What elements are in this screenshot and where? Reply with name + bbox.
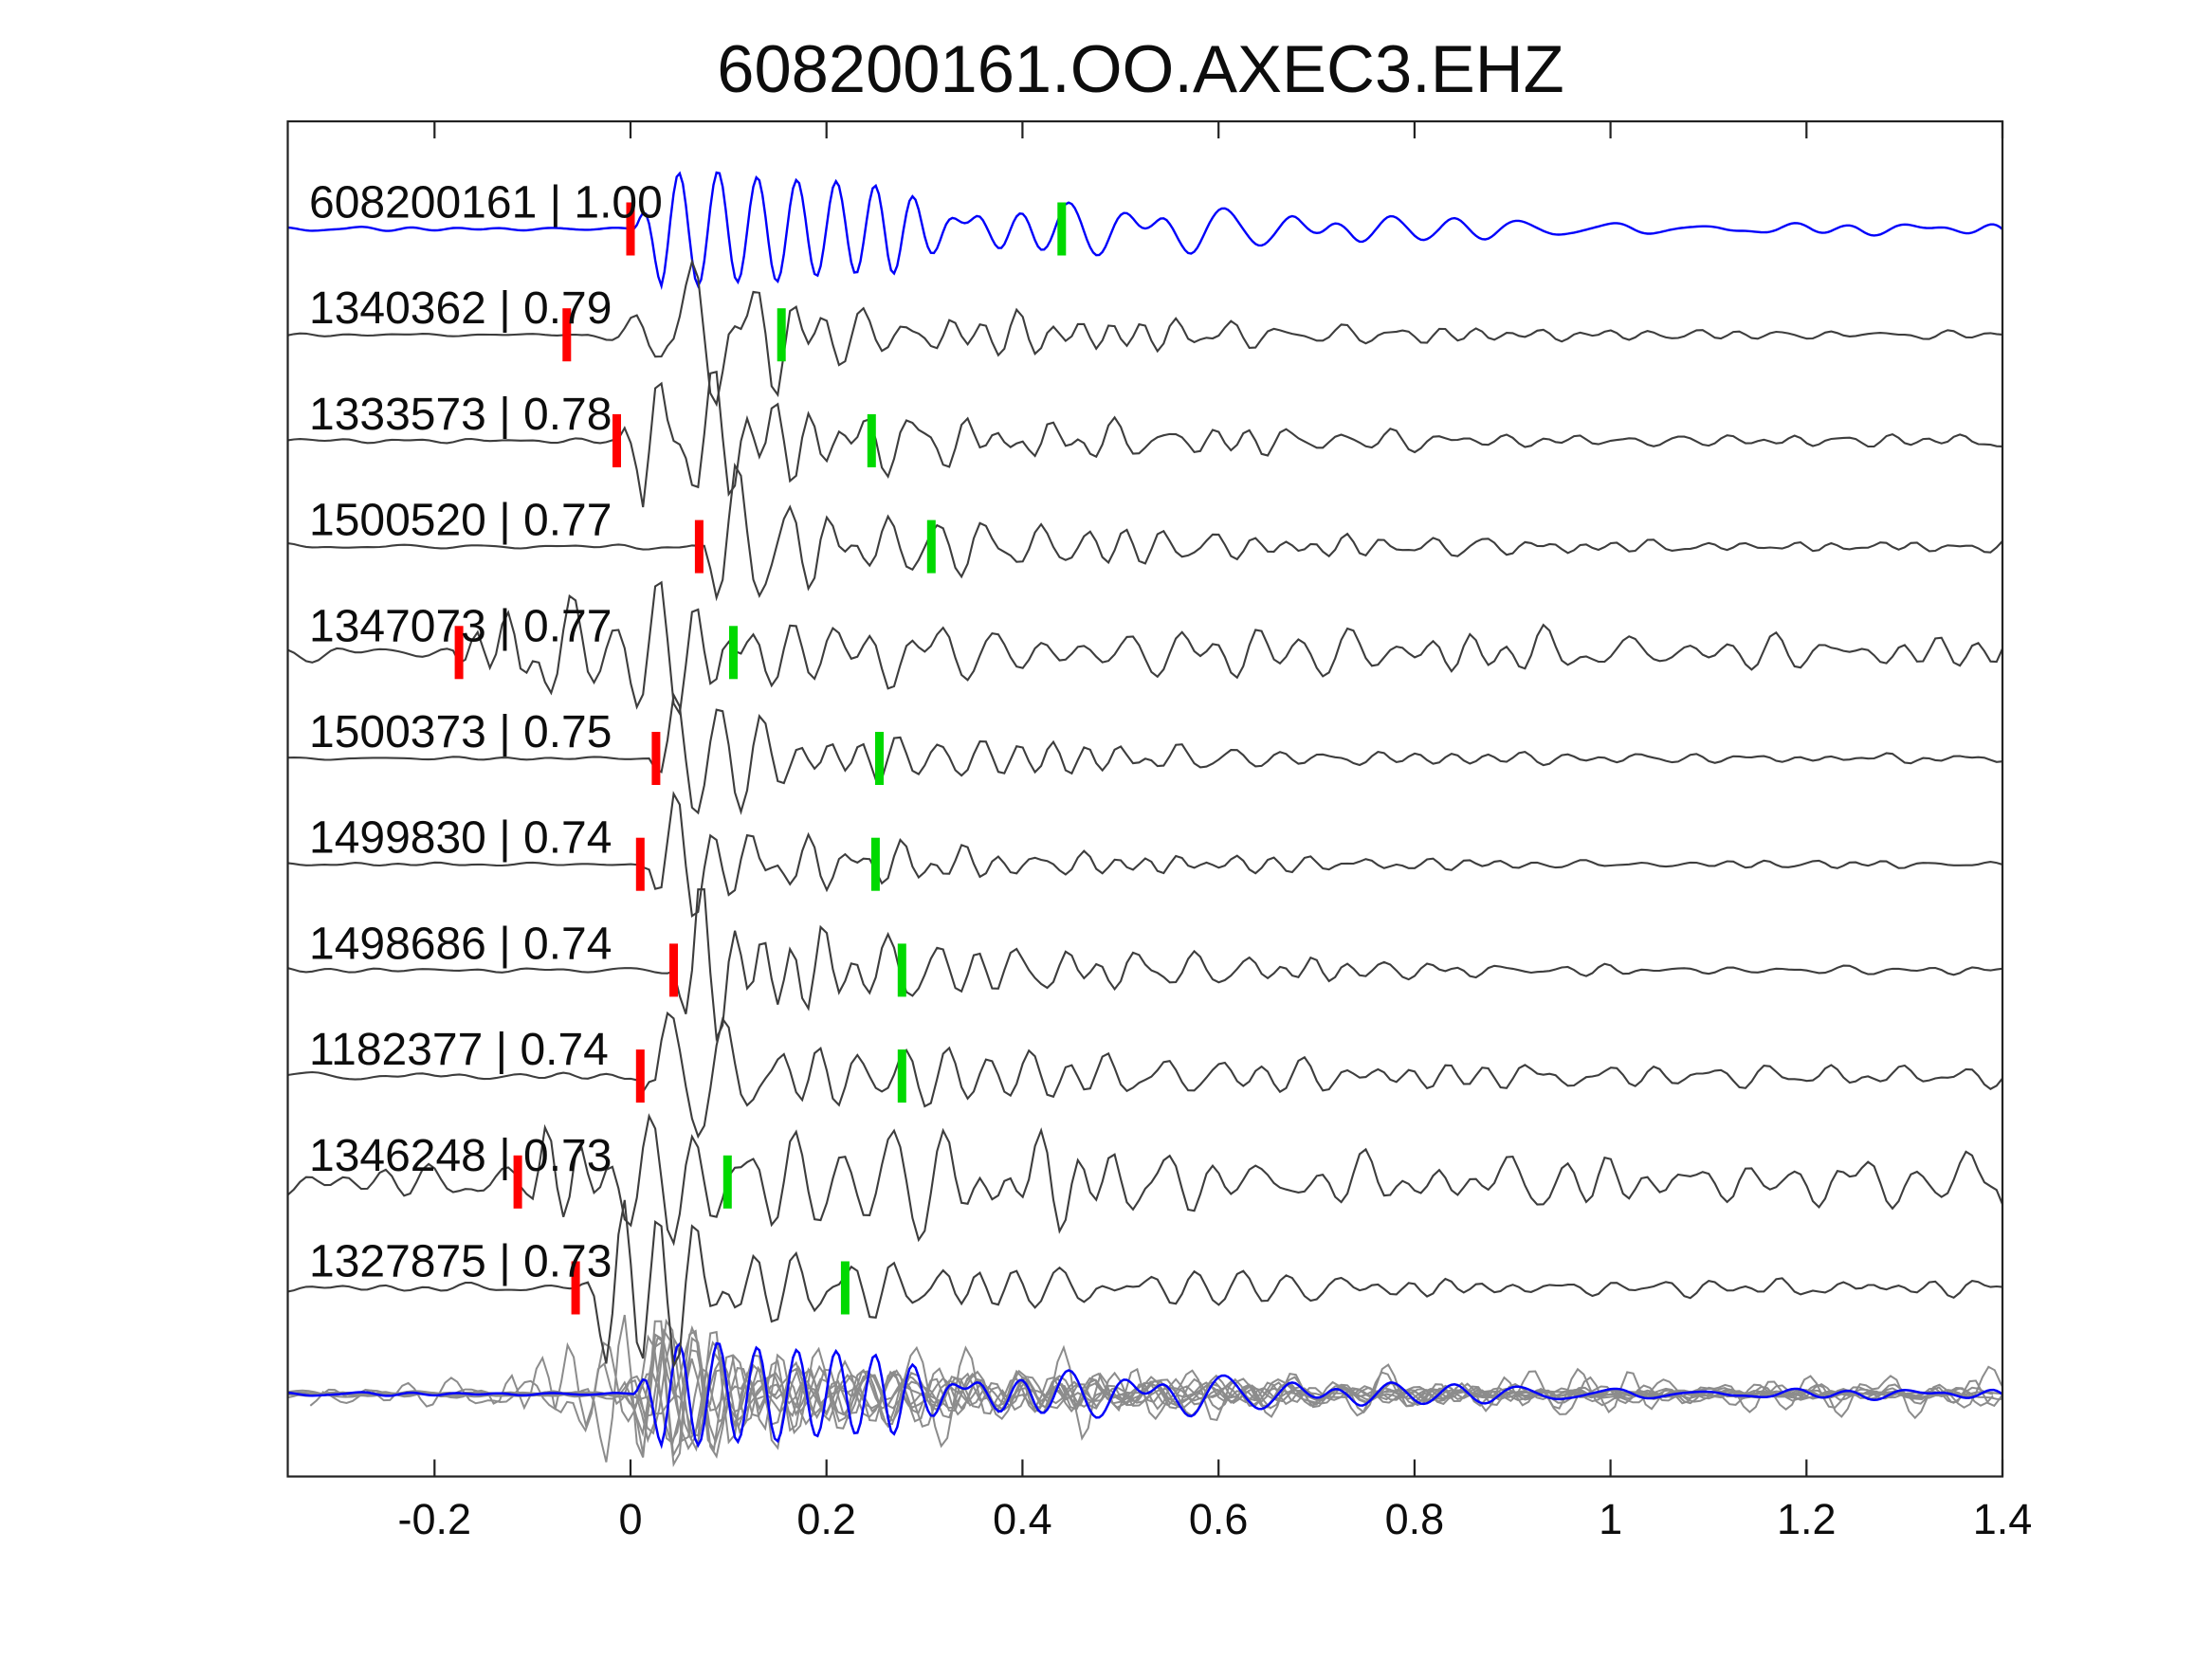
svg-text:1.2: 1.2: [1777, 1495, 1837, 1543]
svg-text:0: 0: [618, 1495, 642, 1543]
svg-text:1498686 | 0.74: 1498686 | 0.74: [309, 919, 612, 969]
svg-text:1500373 | 0.75: 1500373 | 0.75: [309, 707, 612, 757]
svg-text:0.6: 0.6: [1189, 1495, 1249, 1543]
svg-text:1333573 | 0.78: 1333573 | 0.78: [309, 390, 612, 440]
svg-text:608200161 | 1.00: 608200161 | 1.00: [309, 178, 663, 228]
svg-text:0.4: 0.4: [993, 1495, 1052, 1543]
svg-text:0.2: 0.2: [796, 1495, 856, 1543]
svg-text:1182377 | 0.74: 1182377 | 0.74: [309, 1025, 609, 1075]
svg-text:1: 1: [1599, 1495, 1622, 1543]
svg-text:1500520 | 0.77: 1500520 | 0.77: [309, 496, 612, 546]
svg-text:608200161.OO.AXEC3.EHZ: 608200161.OO.AXEC3.EHZ: [717, 31, 1564, 106]
svg-text:1346248 | 0.73: 1346248 | 0.73: [309, 1131, 612, 1181]
svg-text:1327875 | 0.73: 1327875 | 0.73: [309, 1237, 612, 1287]
svg-text:1.4: 1.4: [1973, 1495, 2033, 1543]
svg-text:0.8: 0.8: [1385, 1495, 1445, 1543]
svg-text:1499830 | 0.74: 1499830 | 0.74: [309, 813, 612, 864]
svg-text:-0.2: -0.2: [398, 1495, 472, 1543]
svg-text:1340362 | 0.79: 1340362 | 0.79: [309, 283, 612, 334]
svg-text:1347073 | 0.77: 1347073 | 0.77: [309, 601, 612, 651]
